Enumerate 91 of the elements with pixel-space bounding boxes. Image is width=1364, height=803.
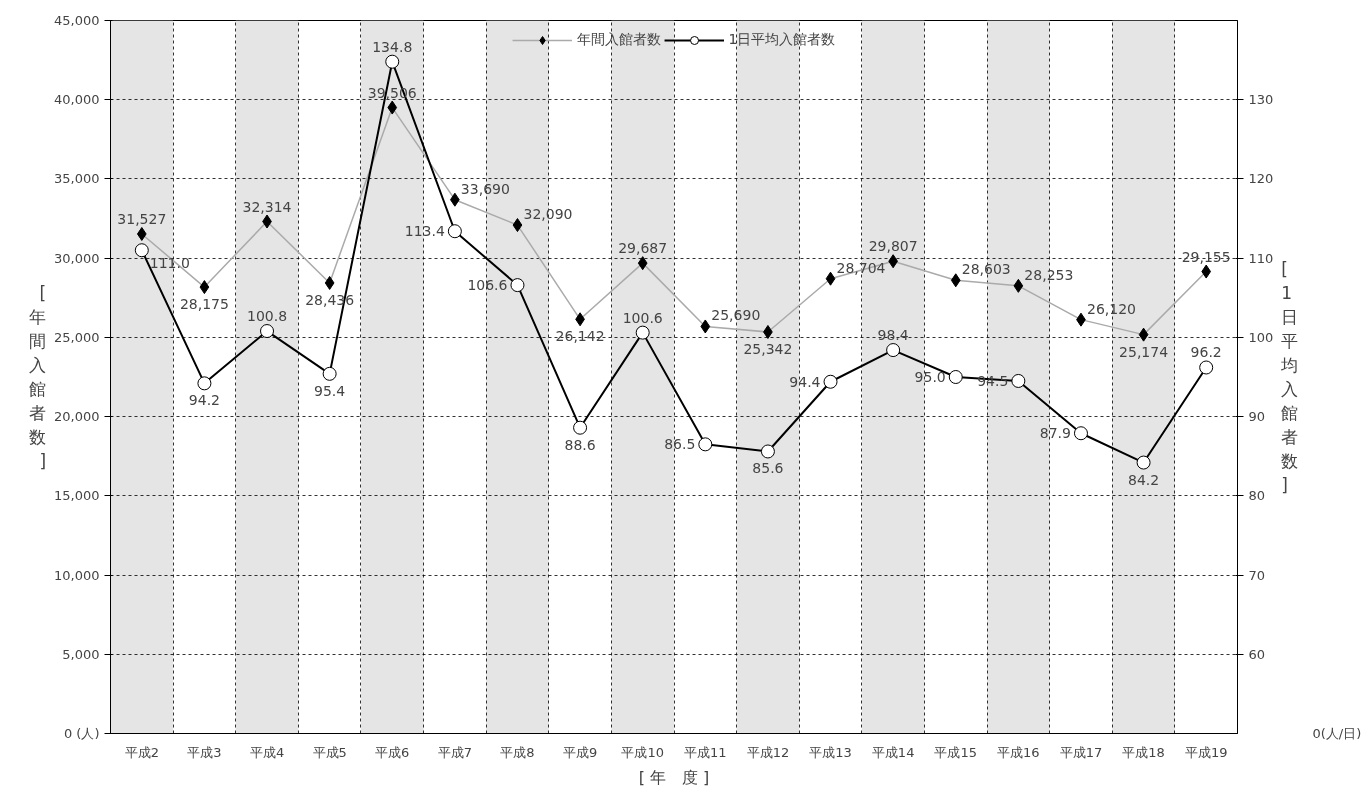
y2-tick-label: 120 (1248, 171, 1274, 187)
y-axis-title: [年間入館者数] (29, 283, 47, 471)
data-label: 28,253 (1024, 266, 1074, 283)
point (322, 366, 337, 381)
y2-tick-label: 90 (1248, 409, 1266, 425)
y2-tick-label: 60 (1248, 646, 1266, 662)
x-tick-label: 平成19 (1184, 744, 1228, 760)
x-tick-label: 平成3 (187, 744, 222, 760)
legend-label: 1日平均入館者数 (728, 31, 836, 49)
data-label: 86.5 (664, 436, 696, 453)
data-label: 29,687 (618, 240, 668, 257)
data-label: 134.8 (372, 38, 413, 55)
x-tick-label: 平成18 (1122, 744, 1165, 760)
data-label: 25,690 (711, 307, 761, 324)
y-tick-label: 30,000 (54, 250, 100, 266)
x-tick-label: 平成9 (562, 744, 598, 760)
y2-tick-label: 70 (1248, 567, 1266, 583)
point (197, 376, 212, 391)
y-tick-label: 0 (人) (63, 726, 100, 741)
y-tick-label: 45,000 (54, 13, 100, 28)
data-label: 31,527 (117, 210, 167, 227)
y-tick-label: 5,000 (62, 646, 100, 662)
y2-tick-label: 100 (1248, 329, 1274, 345)
data-label: 32,090 (523, 206, 573, 223)
y-tick-label: 40,000 (54, 92, 100, 108)
data-label: 84.2 (1128, 471, 1160, 488)
data-label: 111.0 (149, 255, 190, 272)
data-label: 25,174 (1119, 343, 1169, 360)
data-label: 28,603 (961, 261, 1011, 278)
y2-tick-label: 80 (1248, 488, 1266, 504)
data-label: 87.9 (1039, 425, 1071, 442)
data-label: 26,142 (555, 328, 605, 345)
data-label: 95.4 (314, 382, 346, 399)
point (510, 278, 525, 293)
point (1073, 426, 1088, 441)
point (635, 325, 650, 340)
x-tick-label: 平成7 (437, 744, 473, 760)
point (447, 224, 462, 239)
data-label: 29,155 (1181, 248, 1231, 265)
data-label: 100.6 (622, 309, 663, 326)
data-label: 28,704 (836, 259, 886, 276)
point (823, 374, 838, 389)
y-tick-label: 10,000 (54, 567, 100, 583)
y-tick-label: 20,000 (54, 409, 100, 425)
data-label: 94.2 (188, 392, 220, 409)
y-tick-label: 35,000 (54, 171, 100, 187)
x-tick-label: 平成11 (684, 744, 727, 760)
y2-tick-label: 110 (1248, 250, 1274, 266)
x-tick-label: 平成12 (746, 744, 790, 760)
point (1136, 455, 1151, 470)
x-tick-label: 平成16 (997, 744, 1040, 760)
legend-label: 年間入館者数 (576, 31, 661, 49)
data-label: 113.4 (404, 223, 445, 240)
x-tick-label: 平成2 (124, 744, 159, 760)
x-tick-label: 平成14 (871, 744, 915, 760)
y-tick-label: 25,000 (54, 329, 100, 345)
y2-tick-label: 130 (1248, 92, 1274, 108)
point (698, 437, 713, 452)
x-tick-label: 平成8 (500, 744, 535, 760)
data-label: 29,807 (868, 238, 918, 255)
data-label: 85.6 (752, 460, 784, 477)
point (134, 243, 149, 258)
point (886, 343, 901, 358)
data-label: 94.4 (789, 373, 821, 390)
x-tick-label: 平成6 (375, 744, 410, 760)
x-tick-label: 平成4 (249, 744, 285, 760)
data-label: 32,314 (242, 198, 292, 215)
data-label: 88.6 (564, 436, 596, 453)
point (760, 444, 775, 459)
x-tick-label: 平成5 (312, 744, 347, 760)
data-label: 96.2 (1190, 344, 1222, 361)
data-label: 26,120 (1086, 300, 1136, 317)
x-tick-label: 平成17 (1059, 744, 1103, 760)
point (260, 324, 275, 339)
data-label: 100.8 (246, 308, 288, 325)
data-label: 33,690 (460, 180, 510, 197)
x-tick-label: 平成10 (621, 744, 664, 760)
x-tick-label: 平成13 (809, 744, 852, 760)
point (948, 370, 963, 384)
point (573, 420, 588, 435)
data-label: 25,342 (743, 340, 793, 357)
data-label: 28,175 (179, 296, 229, 313)
data-label: 106.6 (467, 277, 508, 294)
x-tick-label: 平成15 (934, 744, 978, 760)
text: [1日平均入館者数] (1281, 259, 1299, 495)
point (385, 54, 400, 69)
text: 0(人/日) (1312, 726, 1362, 741)
data-label: 95.0 (914, 369, 946, 385)
x-axis-title: [ 年 度 ] (638, 767, 710, 787)
point (1011, 373, 1026, 388)
y-tick-label: 15,000 (54, 488, 100, 504)
